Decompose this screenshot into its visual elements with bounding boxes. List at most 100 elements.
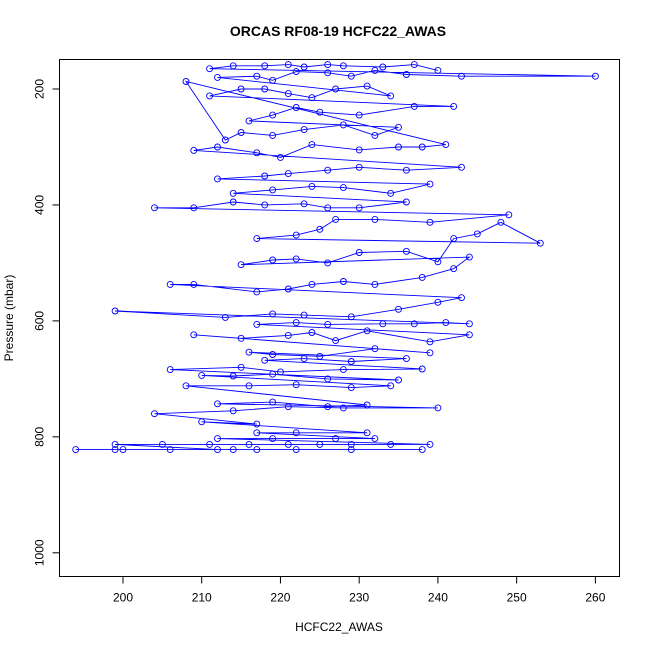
data-point — [221, 136, 229, 144]
data-point — [458, 163, 465, 171]
y-axis: 200 400 600 800 1000 — [33, 79, 60, 566]
data-point — [261, 85, 269, 93]
data-point — [473, 230, 481, 238]
data-point — [308, 280, 316, 288]
data-point — [450, 235, 458, 243]
data-point — [332, 215, 340, 223]
data-point — [450, 265, 458, 273]
data-point — [111, 446, 119, 454]
data-point — [190, 146, 198, 154]
data-point — [269, 398, 277, 406]
plot-frame — [59, 59, 620, 577]
x-tick-label: 260 — [585, 591, 605, 605]
data-point — [402, 247, 410, 255]
data-point — [237, 129, 245, 136]
data-point — [277, 368, 284, 376]
data-point — [387, 382, 395, 390]
data-point — [182, 382, 190, 390]
data-point — [465, 320, 473, 328]
data-point — [166, 280, 174, 288]
data-point — [190, 280, 198, 288]
data-point — [190, 331, 198, 339]
data-point — [363, 429, 371, 437]
y-tick-label: 400 — [33, 195, 47, 215]
data-point — [214, 400, 221, 408]
y-tick-label: 200 — [33, 79, 47, 99]
data-point — [261, 172, 269, 180]
data-point — [229, 189, 237, 197]
data-point — [379, 320, 387, 328]
data-point — [418, 446, 426, 454]
data-point — [339, 404, 347, 412]
data-point — [261, 62, 269, 70]
data-point — [300, 311, 308, 319]
data-point — [292, 381, 300, 389]
data-point — [221, 313, 229, 321]
data-point — [339, 62, 347, 70]
data-point — [402, 71, 410, 78]
data-point — [465, 331, 473, 339]
data-point — [269, 256, 277, 264]
data-point — [300, 126, 308, 134]
data-point — [347, 313, 355, 321]
data-point — [308, 141, 316, 149]
chart-title: ORCAS RF08-19 HCFC22_AWAS — [230, 23, 446, 39]
data-point — [363, 401, 371, 409]
x-axis: 200 210 220 230 240 250 260 — [113, 576, 606, 605]
data-point — [332, 85, 340, 93]
data-point — [182, 78, 190, 85]
data-point — [395, 123, 402, 131]
data-point — [324, 320, 332, 328]
data-point — [339, 184, 347, 192]
data-point — [261, 201, 269, 209]
data-point — [363, 327, 371, 335]
data-point — [410, 102, 418, 110]
data-point — [324, 69, 332, 77]
data-point — [355, 249, 363, 256]
data-point — [395, 376, 402, 384]
data-point — [355, 146, 363, 154]
data-point — [371, 215, 379, 223]
data-point — [292, 429, 300, 437]
data-point — [308, 94, 316, 102]
data-point — [269, 76, 277, 84]
data-point — [237, 261, 245, 269]
data-point — [284, 440, 292, 448]
data-point — [300, 355, 308, 363]
data-point — [355, 204, 363, 212]
x-tick-label: 200 — [113, 591, 133, 605]
plot-area — [72, 61, 599, 454]
data-point — [339, 121, 347, 129]
data-point — [284, 61, 292, 69]
data-point — [119, 446, 127, 454]
data-point — [316, 440, 324, 448]
data-point — [269, 111, 277, 119]
data-point — [72, 446, 80, 454]
data-point — [347, 440, 355, 448]
data-point — [300, 63, 308, 71]
x-tick-label: 250 — [507, 591, 527, 605]
data-point — [151, 410, 158, 418]
data-point — [214, 446, 221, 454]
data-point — [229, 372, 237, 380]
data-point — [269, 351, 277, 358]
data-point — [316, 225, 324, 233]
data-point — [434, 404, 442, 412]
data-point — [269, 370, 277, 378]
data-point — [292, 231, 300, 239]
data-point — [253, 149, 261, 157]
y-tick-label: 1000 — [33, 539, 47, 566]
y-tick-label: 800 — [33, 427, 47, 447]
data-point — [253, 288, 261, 296]
data-point — [442, 141, 450, 149]
data-point — [206, 440, 214, 448]
data-point — [316, 352, 324, 360]
data-point — [426, 440, 434, 448]
data-point — [316, 108, 324, 116]
data-point — [229, 198, 237, 206]
data-point — [418, 143, 426, 151]
data-point — [269, 310, 277, 318]
data-point — [284, 90, 292, 98]
data-point — [229, 446, 237, 454]
data-point — [284, 285, 292, 293]
